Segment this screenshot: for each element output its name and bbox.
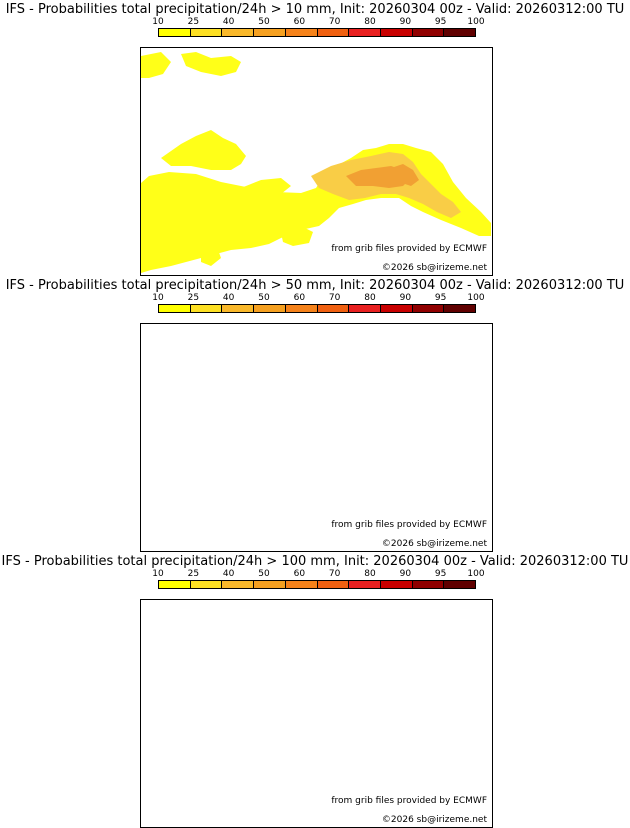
- colorbar-segment: [444, 305, 476, 312]
- colorbar-tick-label: 80: [364, 569, 376, 579]
- colorbar-segment: [444, 29, 476, 36]
- colorbar-segment: [159, 581, 191, 588]
- credit-copyright: ©2026 sb@irizeme.net: [380, 539, 488, 549]
- colorbar-tick-label: 25: [187, 293, 200, 303]
- colorbar-tick-label: 90: [399, 569, 412, 579]
- prob-area-brittany: [161, 130, 246, 170]
- basemap: [141, 324, 493, 552]
- prob-yellow-area: [141, 52, 491, 273]
- colorbar: [158, 580, 476, 589]
- colorbar-tick-label: 25: [187, 569, 200, 579]
- colorbar-tick-label: 40: [222, 293, 235, 303]
- colorbar-segment: [222, 581, 255, 588]
- colorbar-tick-label: 50: [258, 17, 270, 27]
- colorbar-segment: [159, 29, 191, 36]
- colorbar-segment: [349, 305, 381, 312]
- colorbar-tick-label: 70: [328, 17, 341, 27]
- colorbar-tick-label: 50: [258, 293, 270, 303]
- colorbar-tick-label: 90: [399, 293, 412, 303]
- colorbar-tick-label: 90: [399, 17, 412, 27]
- map-frame: from grib files provided by ECMWF ©2026 …: [140, 47, 493, 276]
- colorbar-tick-label: 100: [467, 293, 485, 303]
- colorbar: [158, 28, 476, 37]
- map-panel-10mm: IFS - Probabilities total precipitation/…: [0, 0, 630, 276]
- colorbar-tick-label: 95: [434, 293, 447, 303]
- colorbar-tick-label: 100: [467, 569, 485, 579]
- probability-field: [141, 52, 491, 273]
- colorbar-segment: [444, 581, 476, 588]
- colorbar-segment: [349, 581, 381, 588]
- panel-title: IFS - Probabilities total precipitation/…: [1, 554, 629, 569]
- colorbar-segment: [190, 581, 223, 588]
- prob-area-northwest: [141, 52, 171, 78]
- colorbar-segment: [190, 305, 223, 312]
- colorbar-labels: 10 25 40 50 60 70 80 90 95 100: [152, 569, 484, 579]
- colorbar-segment: [254, 581, 286, 588]
- map-frame: from grib files provided by ECMWF ©2026 …: [140, 323, 493, 552]
- colorbar-segment: [285, 29, 318, 36]
- basemap: [141, 600, 493, 828]
- colorbar-segment: [317, 305, 350, 312]
- colorbar-segment: [380, 581, 413, 588]
- colorbar-tick-label: 60: [293, 17, 306, 27]
- colorbar-tick-label: 50: [258, 569, 270, 579]
- colorbar-segment: [285, 581, 318, 588]
- colorbar-tick-label: 60: [293, 293, 306, 303]
- map-frame: from grib files provided by ECMWF ©2026 …: [140, 599, 493, 828]
- panel-title: IFS - Probabilities total precipitation/…: [5, 278, 625, 293]
- map-panel-100mm: IFS - Probabilities total precipitation/…: [0, 552, 630, 828]
- colorbar-tick-label: 70: [328, 293, 341, 303]
- colorbar-segment: [317, 29, 350, 36]
- colorbar-tick-label: 80: [364, 17, 376, 27]
- colorbar-segment: [159, 305, 191, 312]
- colorbar-labels: 10 25 40 50 60 70 80 90 95 100: [152, 17, 484, 27]
- colorbar-segment: [190, 29, 223, 36]
- panel-title: IFS - Probabilities total precipitation/…: [5, 2, 625, 17]
- prob-area-alps-peak: [391, 164, 419, 186]
- colorbar-segment: [380, 29, 413, 36]
- map-panel-50mm: IFS - Probabilities total precipitation/…: [0, 276, 630, 552]
- credit-copyright: ©2026 sb@irizeme.net: [380, 263, 488, 273]
- credit-source: from grib files provided by ECMWF: [330, 796, 488, 806]
- colorbar-tick-label: 25: [187, 17, 200, 27]
- prob-area-massif: [281, 226, 313, 246]
- colorbar-labels: 10 25 40 50 60 70 80 90 95 100: [152, 293, 484, 303]
- colorbar-tick-label: 60: [293, 569, 306, 579]
- colorbar-tick-label: 10: [152, 293, 164, 303]
- colorbar-tick-label: 40: [222, 17, 235, 27]
- colorbar-tick-label: 95: [434, 17, 447, 27]
- prob-area-center: [241, 178, 291, 194]
- colorbar-tick-label: 40: [222, 569, 235, 579]
- colorbar-tick-label: 80: [364, 293, 376, 303]
- colorbar-segment: [412, 29, 445, 36]
- credit-source: from grib files provided by ECMWF: [330, 244, 488, 254]
- credit-copyright: ©2026 sb@irizeme.net: [380, 815, 488, 825]
- colorbar-segment: [412, 581, 445, 588]
- colorbar: [158, 304, 476, 313]
- prob-area-channel: [181, 52, 241, 76]
- colorbar-segment: [254, 305, 286, 312]
- colorbar-segment: [222, 29, 255, 36]
- colorbar-segment: [254, 29, 286, 36]
- colorbar-segment: [349, 29, 381, 36]
- colorbar-tick-label: 10: [152, 17, 164, 27]
- colorbar-segment: [317, 581, 350, 588]
- colorbar-tick-label: 95: [434, 569, 447, 579]
- colorbar-segment: [412, 305, 445, 312]
- colorbar-segment: [380, 305, 413, 312]
- colorbar-tick-label: 100: [467, 17, 485, 27]
- prob-area-southwest: [201, 244, 221, 266]
- colorbar-segment: [285, 305, 318, 312]
- prob-dark-area: [346, 164, 419, 188]
- colorbar-tick-label: 70: [328, 569, 341, 579]
- colorbar-tick-label: 10: [152, 569, 164, 579]
- colorbar-segment: [222, 305, 255, 312]
- credit-source: from grib files provided by ECMWF: [330, 520, 488, 530]
